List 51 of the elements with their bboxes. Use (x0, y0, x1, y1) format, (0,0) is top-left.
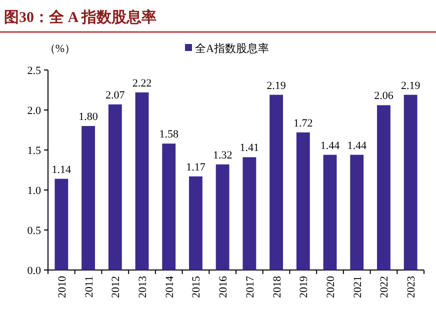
x-tick-label: 2018 (271, 276, 284, 298)
y-tick-label: 2.0 (27, 105, 42, 117)
data-label: 1.41 (240, 142, 260, 154)
data-label: 2.07 (106, 89, 126, 102)
y-tick-label: 2.5 (27, 65, 42, 77)
x-tick-label: 2011 (83, 276, 96, 298)
x-tick-label: 2022 (378, 276, 391, 298)
x-tick-label: 2017 (244, 276, 256, 298)
data-label: 1.44 (347, 140, 367, 152)
chart-title: 图30：全 A 指数股息率 (4, 8, 157, 26)
x-tick-label: 2015 (190, 276, 203, 298)
y-tick-label: 1.5 (27, 145, 42, 157)
data-label: 1.14 (52, 164, 72, 176)
bar (54, 178, 68, 270)
x-tick-label: 2014 (164, 276, 176, 298)
bar (162, 144, 176, 270)
bar (189, 176, 202, 270)
data-label: 2.22 (132, 77, 152, 90)
legend-label: 全A指数股息率 (195, 42, 269, 55)
bar (108, 104, 122, 270)
data-label: 2.19 (400, 80, 421, 92)
x-tick-label: 2012 (110, 276, 122, 298)
y-tick-label: 0.0 (27, 265, 42, 277)
data-label: 1.80 (78, 111, 98, 123)
y-tick-label: 0.5 (27, 225, 42, 237)
y-axis-title: （%） (44, 43, 76, 55)
x-tick-label: 2023 (406, 276, 418, 298)
x-tick-label: 2021 (352, 276, 364, 298)
bar (296, 132, 310, 270)
data-label: 1.58 (159, 128, 179, 141)
bar (350, 154, 364, 270)
y-tick-label: 1.0 (27, 185, 42, 197)
data-label: 2.19 (266, 80, 286, 92)
bar (377, 105, 390, 270)
bar (270, 94, 283, 270)
data-label: 2.06 (374, 90, 394, 102)
bar (135, 92, 149, 270)
x-tick-label: 2013 (137, 276, 149, 298)
data-label: 1.32 (212, 149, 232, 162)
x-tick-label: 2010 (56, 276, 68, 298)
bar (323, 154, 337, 270)
bar (82, 126, 95, 270)
x-tick-label: 2016 (218, 276, 230, 298)
data-label: 1.72 (294, 117, 313, 130)
data-label: 1.17 (186, 161, 206, 174)
bar (404, 94, 418, 270)
data-label: 1.44 (320, 140, 340, 152)
x-tick-label: 2020 (325, 276, 337, 298)
bar (242, 157, 256, 270)
x-tick-label: 2019 (298, 276, 310, 298)
bar (216, 164, 230, 270)
